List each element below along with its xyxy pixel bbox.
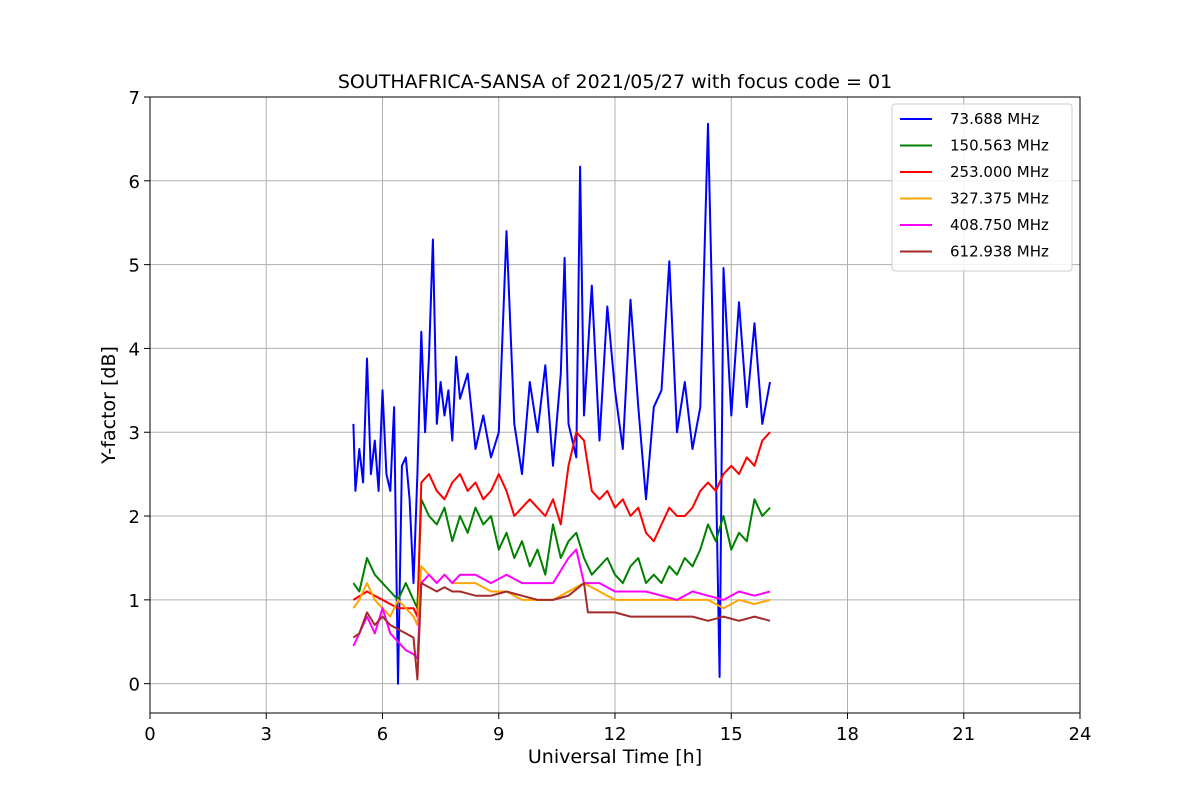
y-tick-label: 3 xyxy=(129,423,140,444)
legend-label: 612.938 MHz xyxy=(950,243,1049,261)
y-tick-label: 6 xyxy=(129,172,140,193)
legend-label: 408.750 MHz xyxy=(950,216,1049,234)
legend-label: 327.375 MHz xyxy=(950,190,1049,208)
y-axis-label: Y-factor [dB] xyxy=(98,346,120,465)
x-tick-label: 3 xyxy=(261,724,272,745)
series-line-5 xyxy=(352,582,771,681)
legend-label: 150.563 MHz xyxy=(950,137,1049,155)
y-tick-label: 4 xyxy=(129,339,140,360)
x-tick-label: 6 xyxy=(377,724,388,745)
chart-title: SOUTHAFRICA-SANSA of 2021/05/27 with foc… xyxy=(338,71,892,93)
x-tick-label: 15 xyxy=(720,724,743,745)
x-tick-label: 18 xyxy=(836,724,859,745)
x-tick-label: 0 xyxy=(144,724,155,745)
y-tick-label: 0 xyxy=(129,675,140,696)
series-line-2 xyxy=(352,431,771,618)
x-tick-label: 12 xyxy=(604,724,627,745)
y-tick-label: 1 xyxy=(129,591,140,612)
y-tick-label: 2 xyxy=(129,507,140,528)
y-tick-label: 7 xyxy=(129,88,140,109)
x-tick-label: 24 xyxy=(1069,724,1092,745)
x-axis-label: Universal Time [h] xyxy=(528,746,702,768)
legend-label: 73.688 MHz xyxy=(950,110,1039,128)
series-line-0 xyxy=(352,122,771,685)
y-tick-label: 5 xyxy=(129,256,140,277)
series-line-4 xyxy=(352,548,771,660)
legend: 73.688 MHz 150.563 MHz 253.000 MHz 327.375 … xyxy=(891,103,1073,272)
x-tick-label: 21 xyxy=(952,724,975,745)
legend-label: 253.000 MHz xyxy=(950,163,1049,181)
series-line-3 xyxy=(352,565,771,626)
x-tick-label: 9 xyxy=(493,724,504,745)
series-layer xyxy=(352,122,771,685)
legend-box xyxy=(891,103,1073,272)
